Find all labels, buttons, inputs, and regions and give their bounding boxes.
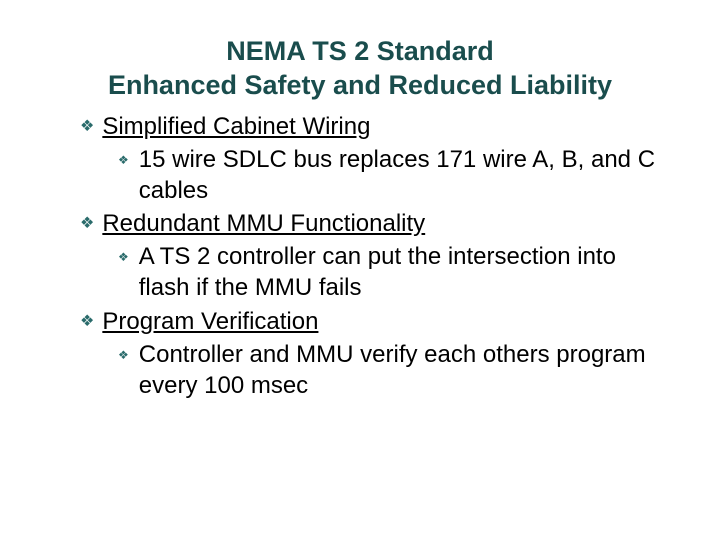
title-line1: NEMA TS 2 Standard (226, 36, 494, 66)
level1-heading: Redundant MMU Functionality (102, 208, 425, 239)
diamond-bullet-icon: ❖ (118, 250, 129, 264)
list-item: ❖ 15 wire SDLC bus replaces 171 wire A, … (118, 144, 660, 206)
diamond-bullet-icon: ❖ (118, 153, 129, 167)
diamond-bullet-icon: ❖ (118, 348, 129, 362)
list-item: ❖ Program Verification (80, 306, 660, 337)
diamond-bullet-icon: ❖ (80, 311, 94, 331)
level2-text: A TS 2 controller can put the intersecti… (139, 241, 660, 303)
level2-text: Controller and MMU verify each others pr… (139, 339, 660, 401)
list-item: ❖ Redundant MMU Functionality (80, 208, 660, 239)
level1-heading: Simplified Cabinet Wiring (102, 111, 370, 142)
content-area: ❖ Simplified Cabinet Wiring ❖ 15 wire SD… (60, 111, 660, 402)
slide-title: NEMA TS 2 Standard Enhanced Safety and R… (60, 35, 660, 103)
list-item: ❖ Simplified Cabinet Wiring (80, 111, 660, 142)
list-item: ❖ A TS 2 controller can put the intersec… (118, 241, 660, 303)
diamond-bullet-icon: ❖ (80, 213, 94, 233)
list-item: ❖ Controller and MMU verify each others … (118, 339, 660, 401)
diamond-bullet-icon: ❖ (80, 116, 94, 136)
level1-heading: Program Verification (102, 306, 318, 337)
title-line2: Enhanced Safety and Reduced Liability (108, 70, 612, 100)
level2-text: 15 wire SDLC bus replaces 171 wire A, B,… (139, 144, 660, 206)
